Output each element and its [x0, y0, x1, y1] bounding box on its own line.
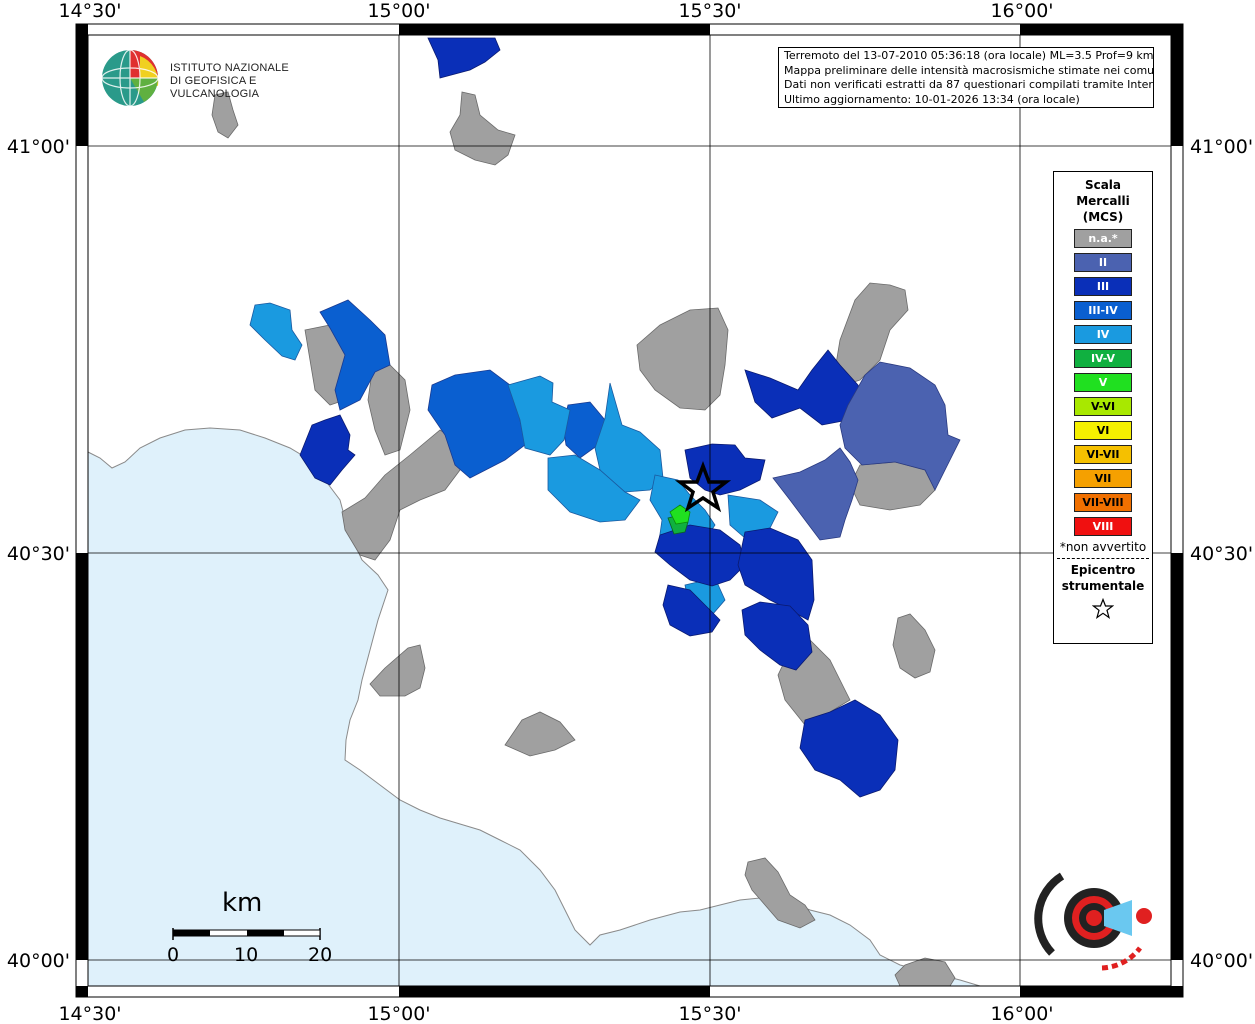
area-na — [894, 957, 956, 987]
legend-title: Scala — [1084, 178, 1122, 192]
area-na — [744, 857, 816, 929]
legend-title: (MCS) — [1082, 210, 1124, 224]
top-lon-label: 15°30' — [678, 0, 741, 22]
legend-item: III — [1074, 277, 1132, 296]
logo-line1: ISTITUTO NAZIONALE — [170, 62, 289, 74]
top-lon-label: 15°00' — [367, 0, 430, 22]
globe-icon — [101, 49, 159, 107]
right-lat-label: 40°30' — [1190, 543, 1253, 565]
area-iii — [662, 584, 721, 637]
area-iii — [684, 443, 766, 496]
area-na — [341, 429, 461, 561]
legend-item: VI — [1074, 421, 1132, 440]
event-info-line: Terremoto del 13-07-2010 05:36:18 (ora l… — [784, 49, 1154, 62]
bottom-lon-label: 16°00' — [990, 1003, 1053, 1024]
scale-unit: km — [222, 888, 263, 918]
bottom-lon-label: 15°30' — [678, 1003, 741, 1024]
area-na — [636, 307, 729, 411]
area-iii — [799, 699, 899, 798]
event-info-line: Dati non verificati estratti da 87 quest… — [784, 78, 1154, 91]
area-v — [669, 504, 691, 525]
mcs-legend: Scala Mercalli (MCS) n.a.* II III III-IV… — [1053, 171, 1153, 644]
event-info-line: Mappa preliminare delle intensità macros… — [784, 63, 1154, 77]
legend-item: V-VI — [1074, 397, 1132, 416]
legend-item: VII — [1074, 469, 1132, 488]
left-lat-label: 41°00' — [7, 136, 70, 158]
event-info-line: Ultimo aggiornamento: 10-01-2026 13:34 (… — [784, 92, 1080, 106]
area-na — [369, 644, 426, 697]
legend-item: n.a.* — [1074, 229, 1132, 248]
area-ii — [839, 361, 961, 491]
scale-label: 10 — [234, 944, 259, 966]
legend-item: V — [1074, 373, 1132, 392]
area-na — [367, 364, 411, 456]
area-na — [504, 711, 576, 757]
hai-sentito-logo — [1032, 858, 1162, 988]
event-info-box: Terremoto del 13-07-2010 05:36:18 (ora l… — [778, 47, 1154, 108]
sea-area — [87, 427, 981, 987]
ingv-logo: ISTITUTO NAZIONALE DI GEOFISICA E VULCAN… — [100, 46, 330, 110]
scale-label: 0 — [167, 944, 180, 966]
right-lat-label: 40°00' — [1190, 950, 1253, 972]
area-iii-iv — [319, 299, 391, 411]
area-na — [892, 613, 936, 679]
legend-star-icon — [1091, 597, 1115, 619]
left-lat-label: 40°00' — [7, 950, 70, 972]
legend-item: III-IV — [1074, 301, 1132, 320]
bottom-lon-label: 15°00' — [367, 1003, 430, 1024]
area-na — [449, 91, 516, 166]
legend-epicentre: Epicentro — [1070, 563, 1136, 577]
area-iv — [507, 375, 571, 456]
right-lat-label: 41°00' — [1190, 136, 1253, 158]
legend-title: Mercalli — [1076, 194, 1130, 208]
area-iii — [427, 37, 501, 79]
area-iii — [741, 601, 813, 671]
bottom-lon-label: 14°30' — [58, 1003, 121, 1024]
legend-item: IV — [1074, 325, 1132, 344]
left-lat-label: 40°30' — [7, 543, 70, 565]
area-iii-iv — [427, 369, 526, 479]
legend-item: VIII — [1074, 517, 1132, 536]
legend-item: II — [1074, 253, 1132, 272]
legend-epicentre: strumentale — [1061, 579, 1145, 593]
top-lon-label: 16°00' — [990, 0, 1053, 22]
legend-item: IV-V — [1074, 349, 1132, 368]
scale-label: 20 — [308, 944, 333, 966]
area-iv — [547, 454, 641, 523]
hai-sentito-logo-graphic — [1034, 872, 1152, 971]
logo-line2: DI GEOFISICA E VULCANOLOGIA — [170, 75, 260, 100]
legend-item: VII-VIII — [1074, 493, 1132, 512]
top-lon-label: 14°30' — [58, 0, 121, 22]
area-na — [211, 91, 239, 139]
area-iv — [249, 302, 303, 361]
legend-note: *non avvertito — [1059, 540, 1147, 554]
area-ii — [772, 447, 859, 541]
epicenter-star-icon — [674, 461, 732, 513]
area-iii — [299, 414, 356, 486]
area-iii — [737, 527, 815, 621]
scale-bar: km 0 10 20 — [160, 888, 340, 968]
scale-bar-graphic — [172, 928, 321, 940]
legend-item: VI-VII — [1074, 445, 1132, 464]
